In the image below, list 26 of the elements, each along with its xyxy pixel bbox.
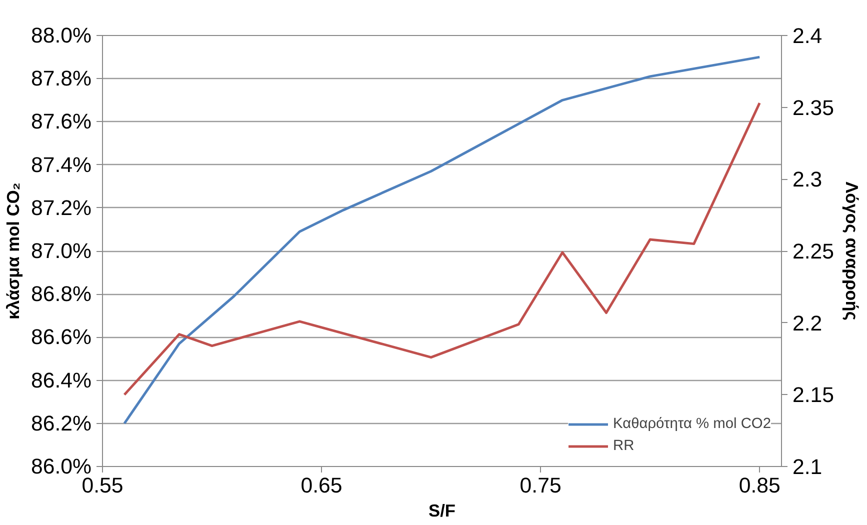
x-tick-label: 0.75 xyxy=(520,474,562,498)
y2-tick-label: 2.2 xyxy=(792,311,822,336)
y2-tick-label: 2.4 xyxy=(792,24,822,48)
line-series xyxy=(123,102,761,396)
y-tick-label: 86.4% xyxy=(31,368,92,392)
y-tick-label: 87.0% xyxy=(31,239,92,263)
x-axis-title: S/F xyxy=(428,500,456,520)
legend-label: Καθαρότητα % mol CO2 xyxy=(613,416,771,432)
legend-label: RR xyxy=(613,438,634,454)
y2-tick-label: 2.35 xyxy=(792,96,834,120)
y2-axis-title: Λόγος αναρροής xyxy=(842,182,862,320)
y-tick-label: 88.0% xyxy=(31,24,92,48)
y-tick-label: 86.2% xyxy=(31,411,92,436)
y2-tick-label: 2.25 xyxy=(792,240,834,264)
x-tick-label: 0.65 xyxy=(300,474,342,498)
y2-tick-label: 2.1 xyxy=(792,455,822,479)
y2-tick-label: 2.15 xyxy=(792,383,834,408)
y-axis-title: κλάσμα mol CO₂ xyxy=(3,182,24,320)
y-tick-label: 87.8% xyxy=(31,66,92,91)
y-tick-label: 86.6% xyxy=(31,325,92,350)
y-tick-label: 87.6% xyxy=(31,110,92,134)
y-tick-label: 86.8% xyxy=(31,282,92,306)
y-tick-label: 87.2% xyxy=(31,196,92,220)
x-tick-label: 0.85 xyxy=(738,474,780,498)
y2-tick-label: 2.3 xyxy=(792,168,822,192)
y-tick-label: 87.4% xyxy=(31,152,92,177)
